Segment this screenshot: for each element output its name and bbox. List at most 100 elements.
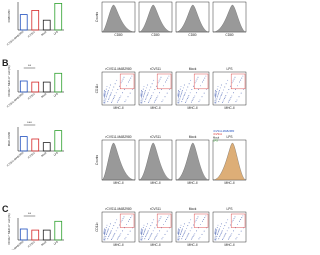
event-dot [177, 93, 179, 95]
event-dot [178, 100, 180, 102]
event-dot [222, 227, 224, 229]
event-dot [179, 96, 181, 98]
event-dot [177, 92, 179, 94]
event-dot [105, 96, 107, 98]
event-dot [222, 100, 224, 102]
event-dot [214, 229, 216, 231]
event-dot [131, 75, 133, 77]
event-dot [122, 92, 124, 94]
event-dot [108, 225, 110, 227]
group-label: LPS [53, 240, 60, 246]
event-dot [231, 82, 233, 84]
event-dot [153, 101, 155, 103]
event-dot [154, 89, 156, 91]
event-dot [196, 230, 198, 232]
event-dot [140, 229, 142, 231]
event-dot [108, 98, 110, 100]
legend-entry: rCVS11-MAB2980 [213, 129, 235, 133]
panel-title: Mock [189, 67, 197, 71]
group-label: Mock [40, 150, 48, 157]
event-dot [220, 233, 222, 235]
event-dot [236, 224, 238, 226]
event-dot [147, 231, 149, 233]
event-dot [202, 220, 204, 222]
event-dot [111, 227, 113, 229]
bar [19, 136, 28, 152]
event-dot [147, 93, 149, 95]
event-dot [178, 102, 180, 104]
event-dot [178, 230, 180, 232]
event-dot [104, 100, 106, 102]
event-dot [185, 89, 187, 91]
event-dot [214, 237, 216, 239]
event-dot [155, 85, 157, 87]
y-axis-label: CD11c⁺ MHC-II⁺ cell (%) [7, 213, 11, 244]
event-dot [148, 100, 150, 102]
event-dot [105, 91, 107, 93]
event-dot [192, 236, 194, 238]
event-dot [223, 97, 225, 99]
event-dot [205, 75, 207, 77]
event-dot [120, 233, 122, 235]
event-dot [144, 101, 146, 103]
gate [156, 213, 172, 228]
event-dot [234, 76, 236, 78]
event-dot [217, 86, 219, 88]
event-dot [107, 230, 109, 232]
event-dot [240, 92, 242, 94]
event-dot [184, 231, 186, 233]
event-dot [186, 99, 188, 101]
event-dot [140, 100, 142, 102]
event-dot [141, 92, 143, 94]
event-dot [215, 96, 217, 98]
event-dot [226, 230, 228, 232]
event-dot [230, 234, 232, 236]
event-dot [160, 76, 162, 78]
event-dot [189, 92, 191, 94]
event-dot [145, 235, 147, 237]
event-dot [233, 78, 235, 80]
gate [193, 73, 209, 90]
event-dot [177, 238, 179, 240]
event-dot [219, 87, 221, 89]
event-dot [189, 230, 191, 232]
event-dot [153, 79, 155, 81]
event-dot [144, 238, 146, 240]
event-dot [144, 228, 146, 230]
event-dot [220, 223, 222, 225]
event-dot [146, 96, 148, 98]
event-dot [177, 100, 179, 102]
event-dot [221, 92, 223, 94]
event-dot [125, 85, 127, 87]
event-dot [106, 232, 108, 234]
event-dot [109, 96, 111, 98]
event-dot [155, 98, 157, 100]
event-dot [181, 230, 183, 232]
event-dot [157, 95, 159, 97]
event-dot [238, 233, 240, 235]
plot-frame [212, 211, 247, 243]
event-dot [148, 237, 150, 239]
event-dot [178, 94, 180, 96]
event-dot [118, 224, 120, 226]
event-dot [120, 221, 122, 223]
event-dot [180, 94, 182, 96]
event-dot [105, 233, 107, 235]
event-dot [145, 98, 147, 100]
event-dot [140, 231, 142, 233]
event-dot [229, 236, 231, 238]
event-dot [215, 102, 217, 104]
event-dot [144, 229, 146, 231]
panel-title: rCVS11-MAB2980 [106, 207, 132, 211]
x-axis-label: MHC-II [224, 106, 234, 110]
event-dot [103, 94, 105, 96]
event-dot [107, 101, 109, 103]
event-dot [148, 227, 150, 229]
bar [42, 19, 51, 31]
event-dot [217, 232, 219, 234]
event-dot [107, 90, 109, 92]
event-dot [164, 96, 166, 98]
event-dot [223, 236, 225, 238]
event-dot [178, 233, 180, 235]
event-dot [141, 233, 143, 235]
